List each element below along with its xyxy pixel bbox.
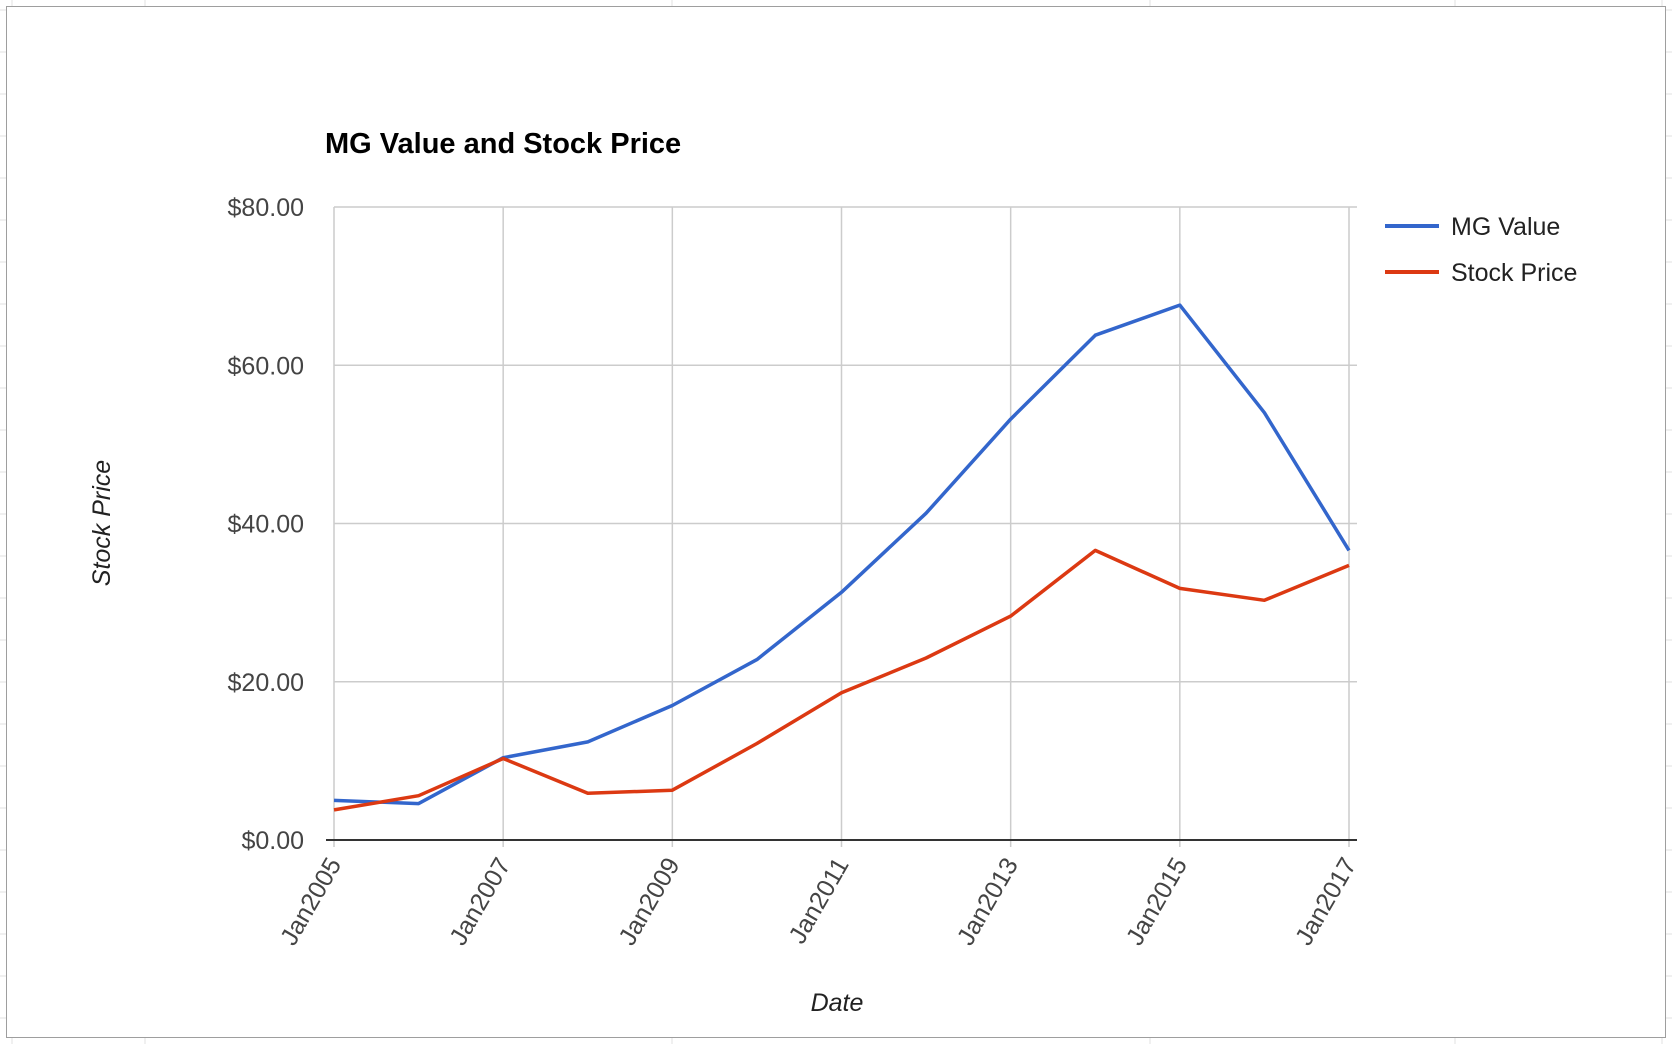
gridlines	[326, 206, 1357, 847]
legend: MG Value Stock Price	[1385, 213, 1577, 287]
x-tick-label: Jan2017	[1290, 853, 1362, 950]
x-tick-label: Jan2009	[613, 853, 685, 950]
x-tick-label: Jan2007	[444, 853, 516, 950]
x-tick-label: Jan2015	[1121, 853, 1193, 950]
legend-label: MG Value	[1451, 213, 1560, 241]
line-chart: MG Value and Stock Price $0.00 $20.00 $40.…	[88, 128, 1577, 1017]
chart-container[interactable]: MG Value and Stock Price $0.00 $20.00 $40.…	[6, 6, 1666, 1038]
y-tick-label: $60.00	[228, 352, 304, 380]
series-lines	[333, 303, 1351, 812]
y-tick-label: $20.00	[228, 669, 304, 697]
chart-title: MG Value and Stock Price	[325, 128, 681, 160]
x-axis-tick-labels: Jan2005 Jan2007 Jan2009 Jan2011 Jan2013 Jan20…	[275, 853, 1362, 950]
legend-label: Stock Price	[1451, 259, 1577, 287]
y-axis-tick-labels: $0.00 $20.00 $40.00 $60.00 $80.00	[228, 194, 304, 855]
y-axis-title: Stock Price	[88, 460, 116, 586]
y-tick-label: $40.00	[228, 511, 304, 539]
x-tick-label: Jan2005	[275, 853, 347, 950]
x-tick-label: Jan2013	[952, 853, 1024, 950]
x-axis-title: Date	[811, 989, 864, 1017]
y-tick-label: $80.00	[228, 194, 304, 222]
x-tick-label: Jan2011	[783, 853, 854, 948]
y-tick-label: $0.00	[241, 827, 304, 855]
series-line-stock-price	[333, 548, 1350, 812]
